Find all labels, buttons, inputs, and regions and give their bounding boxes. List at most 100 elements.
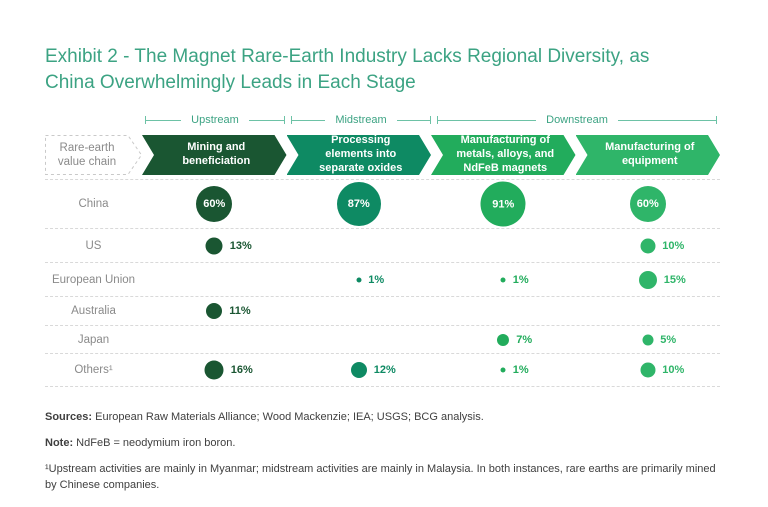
- stage-chevron-processing: Processing elements into separate oxides: [287, 135, 432, 175]
- row-label-china: China: [78, 198, 109, 210]
- bubble-cell: 1%: [431, 263, 576, 296]
- phase-brackets: Upstream Midstream Downstream: [142, 112, 720, 128]
- row-label-japan: Japan: [77, 333, 110, 346]
- bubble-others--stage4: [640, 362, 656, 378]
- row-label-others: Others¹: [74, 364, 113, 376]
- bubble-value-label: 13%: [229, 239, 252, 252]
- row-label-australia: Australia: [71, 305, 116, 317]
- bubble-us-stage4: [640, 238, 656, 253]
- bubble-cell: 1%: [431, 354, 576, 386]
- note-line: Note: NdFeB = neodymium iron boron.: [45, 436, 723, 452]
- bubble-value-label: 1%: [512, 364, 529, 376]
- bubble-cell: [576, 297, 721, 325]
- value-chain-axis-label: Rare-earth value chain: [57, 141, 117, 168]
- note-label: Note:: [45, 436, 74, 449]
- bubble-cell: 16%: [142, 354, 287, 386]
- bubble-value-label: 10%: [662, 364, 685, 376]
- bubble-european-union-stage3: [500, 277, 506, 282]
- bracket-tick: [430, 116, 431, 124]
- bubble-china-stage3: 91%: [480, 181, 526, 227]
- stage-chevron-equipment: Manufacturing of equipment: [576, 135, 721, 175]
- phase-bracket-midstream: Midstream: [288, 114, 434, 126]
- bubble-cell: [142, 326, 287, 353]
- bubble-china-stage2: 87%: [336, 182, 381, 226]
- note-text: NdFeB = neodymium iron boron.: [73, 436, 236, 449]
- bubble-china-stage1: 60%: [196, 186, 233, 222]
- bubble-cell: [431, 297, 576, 325]
- bracket-line: [292, 119, 326, 121]
- bubble-grid: China 60% 87% 91% 60% US 13% 10% Europea…: [45, 179, 720, 387]
- row-label-european-union: European Union: [51, 273, 136, 286]
- bubble-cell: 1%: [287, 263, 432, 296]
- phase-label-downstream: Downstream: [546, 114, 608, 126]
- bubble-cell: [431, 229, 576, 262]
- bubble-cell: [287, 297, 432, 325]
- row-australia: Australia 11%: [45, 297, 720, 326]
- bracket-tick: [716, 116, 717, 124]
- footnote: ¹Upstream activities are mainly in Myanm…: [45, 462, 716, 491]
- bracket-line: [617, 119, 716, 121]
- bubble-japan-stage4: [642, 334, 654, 345]
- phase-bracket-downstream: Downstream: [434, 114, 720, 126]
- bubble-cell: 60%: [142, 180, 287, 228]
- bubble-cell: 87%: [287, 180, 432, 228]
- bracket-line: [248, 119, 284, 121]
- bubble-cell: [142, 263, 287, 296]
- row-others: Others¹ 16% 12% 1% 10%: [45, 354, 720, 387]
- row-european-union: European Union 1% 1% 15%: [45, 263, 720, 297]
- bubble-us-stage1: [205, 237, 223, 254]
- bracket-line: [146, 119, 182, 121]
- bubble-china-stage4: 60%: [629, 186, 666, 222]
- stage-chevron-metals-magnets: Manufacturing of metals, alloys, and NdF…: [431, 135, 576, 175]
- bubble-others--stage1: [204, 360, 224, 380]
- sources-label: Sources:: [45, 411, 93, 423]
- bubble-cell: 12%: [287, 354, 432, 386]
- bubble-value-label: 7%: [516, 333, 533, 346]
- stages: Mining and beneficiation Processing elem…: [142, 135, 720, 175]
- bubble-value-label: 1%: [512, 273, 529, 286]
- bubble-european-union-stage2: [356, 277, 362, 282]
- row-label-us: US: [85, 239, 102, 252]
- bubble-others--stage3: [500, 367, 506, 373]
- bubble-cell: 11%: [142, 297, 287, 325]
- bubble-others--stage2: [350, 362, 367, 378]
- bubble-value-label: 12%: [373, 364, 396, 376]
- stage-band: Rare-earth value chain Mining and benefi…: [45, 135, 720, 175]
- phase-bracket-upstream: Upstream: [142, 114, 288, 126]
- phase-label-upstream: Upstream: [191, 114, 239, 126]
- bubble-value-label: 1%: [368, 273, 385, 286]
- bubble-japan-stage3: [497, 333, 510, 346]
- row-us: US 13% 10%: [45, 229, 720, 263]
- bracket-tick: [291, 116, 292, 124]
- bubble-cell: 5%: [576, 326, 721, 353]
- bubble-australia-stage1: [206, 303, 223, 319]
- bubble-cell: 10%: [576, 354, 721, 386]
- bracket-line: [438, 119, 537, 121]
- bracket-tick: [284, 116, 285, 124]
- bubble-value-label: 5%: [660, 333, 677, 346]
- bubble-value-label: 11%: [229, 305, 251, 317]
- bubble-cell: 13%: [142, 229, 287, 262]
- bubble-cell: 10%: [576, 229, 721, 262]
- bubble-cell: 15%: [576, 263, 721, 296]
- exhibit-title: Exhibit 2 - The Magnet Rare-Earth Indust…: [45, 46, 650, 94]
- value-chain-chart: Upstream Midstream Downstream: [45, 112, 720, 387]
- bubble-value-label: 10%: [662, 239, 685, 252]
- bubble-cell: [287, 229, 432, 262]
- bubble-value-label: 15%: [663, 273, 686, 286]
- footer: Sources: European Raw Materials Alliance…: [45, 410, 723, 494]
- stage-chevron-mining: Mining and beneficiation: [142, 135, 287, 175]
- sources-line: Sources: European Raw Materials Alliance…: [45, 410, 723, 426]
- bubble-european-union-stage4: [638, 270, 657, 289]
- bracket-tick: [437, 116, 438, 124]
- bubble-cell: 91%: [431, 180, 576, 228]
- bracket-tick: [145, 116, 146, 124]
- bubble-cell: 60%: [576, 180, 721, 228]
- row-japan: Japan 7% 5%: [45, 326, 720, 354]
- sources-text: European Raw Materials Alliance; Wood Ma…: [92, 411, 484, 423]
- phase-label-midstream: Midstream: [335, 114, 387, 126]
- dashed-chevron-outline: [45, 135, 142, 175]
- value-chain-axis-chevron: Rare-earth value chain: [45, 135, 142, 175]
- bubble-cell: [287, 326, 432, 353]
